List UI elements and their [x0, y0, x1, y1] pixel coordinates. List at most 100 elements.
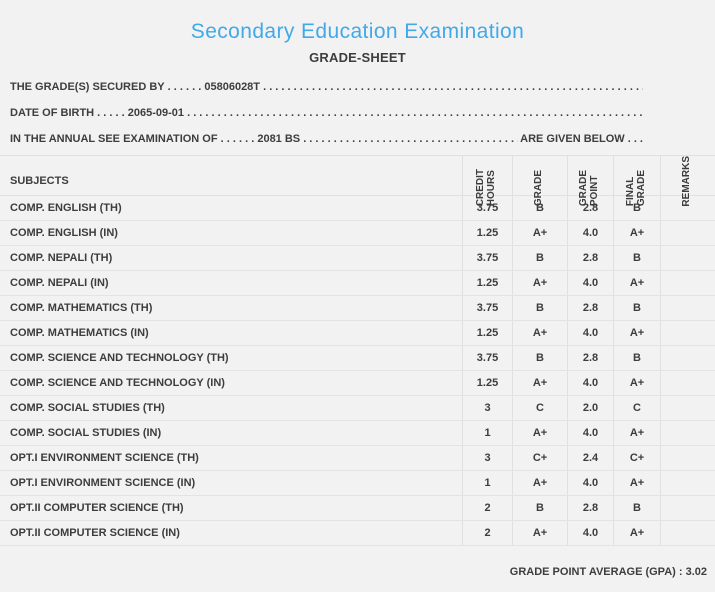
dotted-leader: . . . . . . — [164, 81, 205, 93]
table-row: COMP. SCIENCE AND TECHNOLOGY (TH) 3.75 B… — [0, 346, 715, 371]
grade-cell: A+ — [512, 221, 567, 245]
grade-cell: B — [512, 496, 567, 520]
table-row: OPT.II COMPUTER SCIENCE (TH) 2 B 2.8 B — [0, 496, 715, 521]
remarks-cell — [660, 496, 715, 520]
remarks-cell — [660, 271, 715, 295]
dotted-leader: . . . . . — [94, 107, 128, 119]
table-row: OPT.I ENVIRONMENT SCIENCE (TH) 3 C+ 2.4 … — [0, 446, 715, 471]
final-grade-cell: C — [613, 396, 660, 420]
grade-point-cell: 2.8 — [567, 496, 613, 520]
credit-hours-cell: 2 — [462, 496, 512, 520]
column-header-final-grade: FINAL GRADE — [613, 156, 660, 207]
dotted-leader: . . . . . . — [217, 133, 258, 145]
credit-hours-cell: 1.25 — [462, 371, 512, 395]
date-of-birth-value: 2065-09-01 — [127, 107, 185, 119]
grade-cell: A+ — [512, 271, 567, 295]
final-grade-cell: A+ — [613, 521, 660, 545]
final-grade-cell: C+ — [613, 446, 660, 470]
info-line-date-of-birth: DATE OF BIRTH . . . . . 2065-09-01 . . .… — [10, 100, 643, 126]
credit-hours-cell: 3.75 — [462, 196, 512, 220]
final-grade-cell: B — [613, 296, 660, 320]
grade-cell: A+ — [512, 371, 567, 395]
final-grade-cell: A+ — [613, 271, 660, 295]
final-grade-cell: A+ — [613, 221, 660, 245]
grade-point-cell: 4.0 — [567, 421, 613, 445]
candidate-info: THE GRADE(S) SECURED BY . . . . . . 0580… — [0, 74, 715, 152]
credit-hours-cell: 3 — [462, 446, 512, 470]
info-label: IN THE ANNUAL SEE EXAMINATION OF — [10, 133, 218, 145]
subject-cell: OPT.I ENVIRONMENT SCIENCE (TH) — [10, 452, 199, 464]
table-row: COMP. ENGLISH (TH) 3.75 B 2.8 B — [0, 196, 715, 221]
subject-cell: COMP. MATHEMATICS (TH) — [10, 302, 153, 314]
info-line-examination-year: IN THE ANNUAL SEE EXAMINATION OF . . . .… — [10, 126, 643, 152]
grade-point-cell: 2.8 — [567, 346, 613, 370]
credit-hours-cell: 1.25 — [462, 271, 512, 295]
remarks-cell — [660, 396, 715, 420]
final-grade-cell: B — [613, 496, 660, 520]
grade-cell: A+ — [512, 421, 567, 445]
grade-cell: A+ — [512, 321, 567, 345]
table-row: COMP. SOCIAL STUDIES (TH) 3 C 2.0 C — [0, 396, 715, 421]
grade-table-body: COMP. ENGLISH (TH) 3.75 B 2.8 B COMP. EN… — [0, 196, 715, 546]
final-grade-cell: A+ — [613, 421, 660, 445]
subject-cell: COMP. SCIENCE AND TECHNOLOGY (TH) — [10, 352, 229, 364]
column-header-grade-point: GRADE POINT — [567, 156, 613, 207]
gpa-summary: GRADE POINT AVERAGE (GPA) : 3.02 — [509, 566, 707, 578]
table-row: OPT.I ENVIRONMENT SCIENCE (IN) 1 A+ 4.0 … — [0, 471, 715, 496]
remarks-cell — [660, 321, 715, 345]
examination-year-value: 2081 BS — [257, 133, 301, 145]
subject-cell: COMP. NEPALI (IN) — [10, 277, 109, 289]
final-grade-cell: A+ — [613, 371, 660, 395]
final-grade-cell: A+ — [613, 321, 660, 345]
table-row: COMP. NEPALI (IN) 1.25 A+ 4.0 A+ — [0, 271, 715, 296]
subject-cell: COMP. ENGLISH (TH) — [10, 202, 122, 214]
final-grade-cell: B — [613, 346, 660, 370]
symbol-number-value: 05806028T — [204, 81, 261, 93]
remarks-cell — [660, 246, 715, 270]
remarks-cell — [660, 196, 715, 220]
credit-hours-cell: 1.25 — [462, 221, 512, 245]
grade-table-header-row: SUBJECTS CREDIT HOURS GRADE GRADE POINT … — [0, 156, 715, 207]
dotted-leader: . . . . . . . . . . . . . . . . . . . . … — [263, 81, 643, 93]
page-subtitle: GRADE-SHEET — [309, 50, 406, 65]
dotted-leader: . . . . . . . . . . . . . . . . . . . . … — [184, 107, 643, 119]
info-label: DATE OF BIRTH — [10, 107, 95, 119]
grade-cell: C — [512, 396, 567, 420]
table-row: COMP. SCIENCE AND TECHNOLOGY (IN) 1.25 A… — [0, 371, 715, 396]
subject-cell: COMP. SOCIAL STUDIES (TH) — [10, 402, 165, 414]
grade-cell: C+ — [512, 446, 567, 470]
grade-point-cell: 2.8 — [567, 246, 613, 270]
grade-point-cell: 2.0 — [567, 396, 613, 420]
subject-cell: COMP. NEPALI (TH) — [10, 252, 113, 264]
column-header-remarks: REMARKS — [660, 156, 715, 207]
info-suffix: ARE GIVEN BELOW . . . — [517, 133, 643, 145]
info-label: THE GRADE(S) SECURED BY — [10, 81, 165, 93]
grade-point-cell: 4.0 — [567, 221, 613, 245]
table-row: COMP. ENGLISH (IN) 1.25 A+ 4.0 A+ — [0, 221, 715, 246]
grade-point-cell: 4.0 — [567, 371, 613, 395]
credit-hours-cell: 1 — [462, 471, 512, 495]
final-grade-cell: A+ — [613, 471, 660, 495]
table-row: COMP. MATHEMATICS (TH) 3.75 B 2.8 B — [0, 296, 715, 321]
credit-hours-cell: 2 — [462, 521, 512, 545]
column-header-credit-hours: CREDIT HOURS — [462, 156, 512, 207]
table-row: COMP. NEPALI (TH) 3.75 B 2.8 B — [0, 246, 715, 271]
grade-point-cell: 4.0 — [567, 521, 613, 545]
subject-cell: COMP. ENGLISH (IN) — [10, 227, 118, 239]
subject-cell: COMP. MATHEMATICS (IN) — [10, 327, 149, 339]
grade-point-cell: 2.8 — [567, 196, 613, 220]
column-header-subjects: SUBJECTS — [10, 175, 69, 188]
final-grade-cell: B — [613, 246, 660, 270]
grade-cell: B — [512, 246, 567, 270]
page-title: Secondary Education Examination — [190, 20, 525, 43]
grade-point-cell: 4.0 — [567, 271, 613, 295]
grade-cell: B — [512, 296, 567, 320]
grade-point-cell: 2.8 — [567, 296, 613, 320]
credit-hours-cell: 3.75 — [462, 296, 512, 320]
grade-cell: A+ — [512, 471, 567, 495]
column-header-grade: GRADE — [512, 156, 567, 207]
credit-hours-cell: 3 — [462, 396, 512, 420]
remarks-cell — [660, 471, 715, 495]
remarks-cell — [660, 346, 715, 370]
